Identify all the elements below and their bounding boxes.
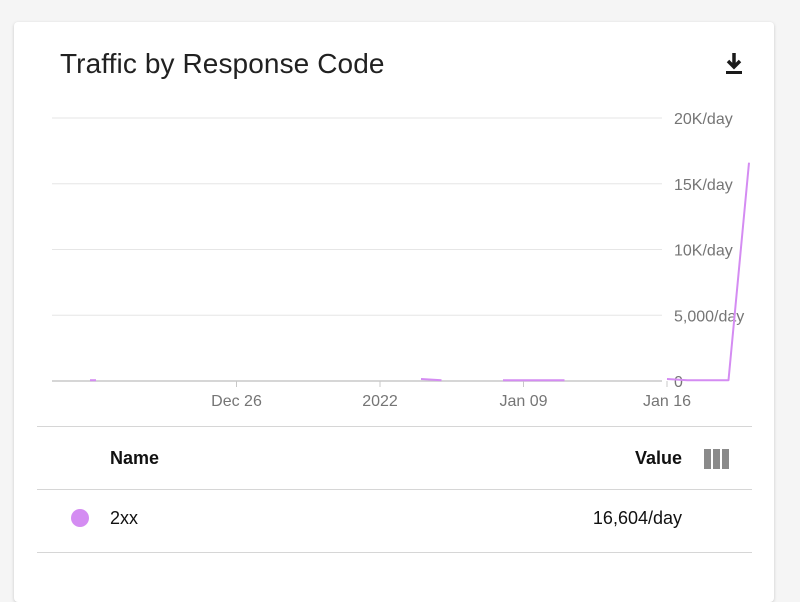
y-tick-label: 20K/day bbox=[674, 111, 733, 128]
y-tick-label: 5,000/day bbox=[674, 308, 744, 325]
download-icon[interactable] bbox=[718, 48, 750, 80]
series-line-2xx bbox=[666, 162, 750, 382]
column-selector-icon[interactable] bbox=[704, 449, 730, 469]
series-line-2xx bbox=[420, 378, 442, 382]
y-tick-label: 15K/day bbox=[674, 177, 733, 194]
row-name: 2xx bbox=[110, 508, 139, 528]
x-tick-label: Dec 26 bbox=[211, 393, 262, 410]
chart-title: Traffic by Response Code bbox=[60, 48, 385, 79]
chart-card: Traffic by Response Code 0 5,000/day 10K/d… bbox=[14, 22, 774, 602]
download-icon-glyph bbox=[726, 53, 742, 74]
header-value: Value bbox=[634, 448, 682, 468]
x-tick-label: Jan 16 bbox=[643, 393, 691, 410]
series-color-dot bbox=[71, 509, 89, 527]
chart-axes: 0 5,000/day 10K/day 15K/day 20K/day Dec 26 202… bbox=[52, 111, 744, 410]
chart-grid bbox=[52, 117, 662, 316]
header-name: Name bbox=[110, 448, 160, 468]
x-tick-label: Jan 09 bbox=[499, 393, 547, 410]
chart-series bbox=[90, 162, 750, 382]
table-header: Name Value bbox=[37, 427, 752, 490]
y-tick-label: 0 bbox=[674, 374, 683, 391]
x-tick-label: 2022 bbox=[362, 393, 398, 410]
table-row[interactable]: 2xx 16,604/day bbox=[37, 490, 752, 553]
line-chart: 0 5,000/day 10K/day 15K/day 20K/day Dec 26 202… bbox=[52, 111, 750, 410]
legend-table: Name Value 2xx 16,604/day bbox=[37, 426, 752, 553]
row-value: 16,604/day bbox=[592, 508, 682, 528]
y-tick-label: 10K/day bbox=[674, 243, 733, 260]
